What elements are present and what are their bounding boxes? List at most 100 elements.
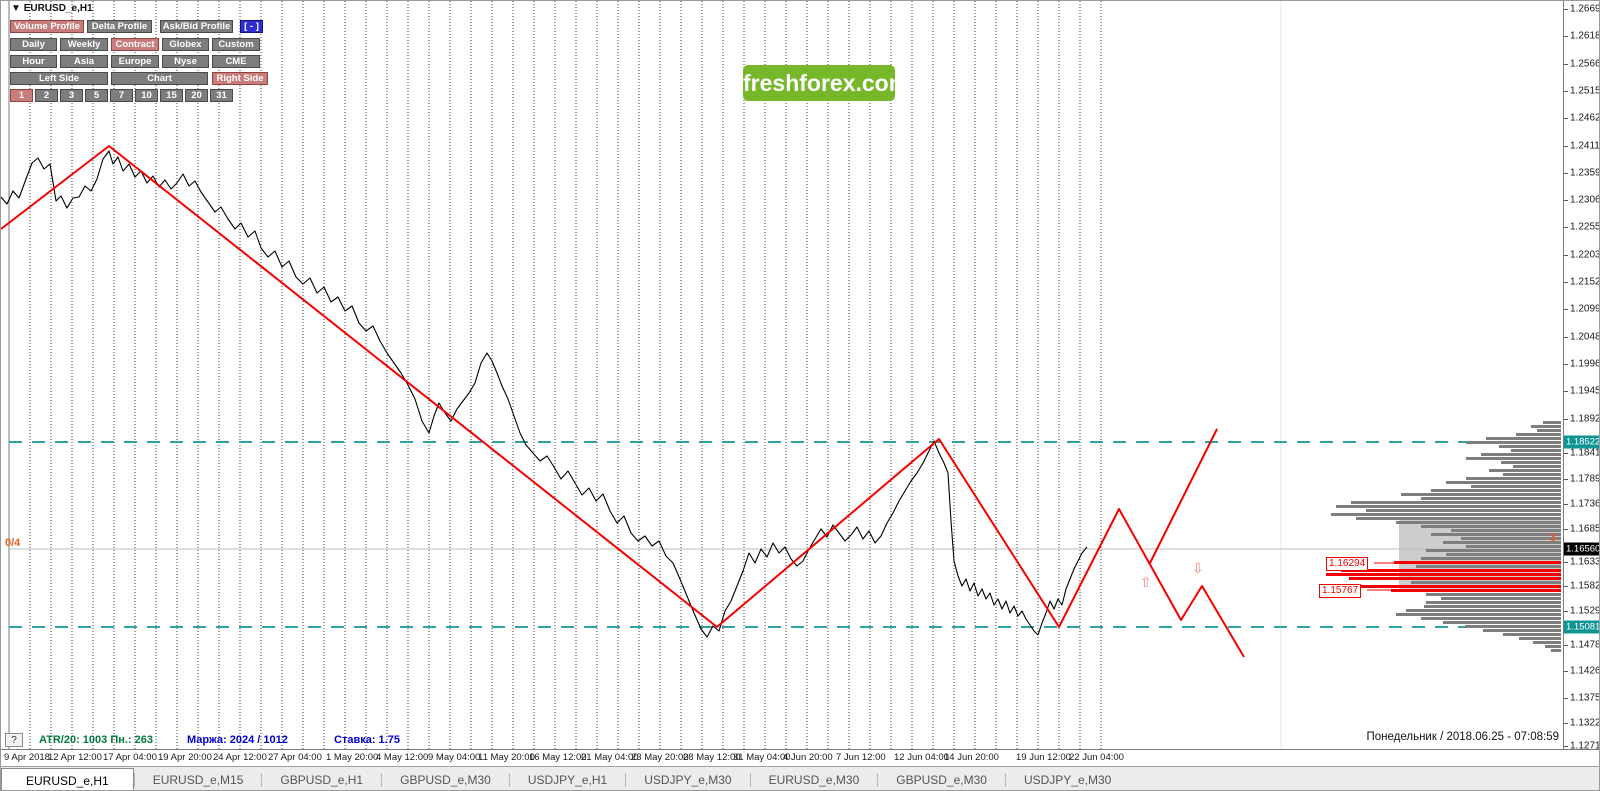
- volume-profile-bar: [1421, 497, 1561, 500]
- chart-canvas[interactable]: ▼ EURUSD_e,H1 Volume Profile Delta Profil…: [1, 1, 1599, 749]
- volume-profile-bar: [1356, 517, 1561, 520]
- volume-profile-bar: [1471, 485, 1561, 488]
- volume-profile-bar: [1466, 477, 1561, 480]
- time-axis-label: 28 May 12:00: [683, 752, 741, 763]
- volume-profile-bar: [1513, 465, 1561, 468]
- price-line-series: [1, 150, 1088, 638]
- volume-profile-bar: [1446, 553, 1561, 556]
- indicator-status-bar: ? ATR/20: 1003 Пн.: 263 Маржа: 2024 / 10…: [1, 733, 1599, 748]
- price-badge-1-16560: 1.16560: [1564, 542, 1600, 556]
- tab-separator: [508, 773, 510, 787]
- forecast-up-arrow-icon: ⇧: [1140, 574, 1152, 590]
- volume-profile-bar: [1431, 533, 1561, 536]
- panel-button-right-side[interactable]: Right Side: [212, 72, 268, 85]
- price-axis-label: 1.20995: [1570, 303, 1599, 315]
- panel-button-left-side[interactable]: Left Side: [10, 72, 108, 85]
- tab-eurusd-e-h1[interactable]: EURUSD_e,H1: [1, 768, 134, 790]
- tab-separator: [381, 773, 383, 787]
- time-axis-label: 9 May 04:00: [428, 752, 481, 763]
- panel-button-globex[interactable]: Globex: [162, 38, 209, 51]
- panel-button-cme[interactable]: CME: [212, 55, 260, 68]
- price-axis-tick: [1564, 419, 1568, 420]
- price-axis-label: 1.15295: [1570, 605, 1599, 617]
- price-axis-label: 1.13750: [1570, 692, 1599, 704]
- panel-button-10[interactable]: 10: [135, 89, 158, 102]
- panel-button-2[interactable]: 2: [35, 89, 58, 102]
- volume-profile-bar: [1421, 557, 1561, 560]
- panel-button-7[interactable]: 7: [110, 89, 133, 102]
- tab-usdjpy-e-h1[interactable]: USDJPY_e,H1: [527, 773, 608, 787]
- price-axis-label: 1.20485: [1570, 331, 1599, 343]
- panel-button-daily[interactable]: Daily: [10, 38, 57, 51]
- price-axis-label: 1.23065: [1570, 194, 1599, 206]
- panel-button-3[interactable]: 3: [60, 89, 83, 102]
- broker-watermark: freshforex.com: [743, 65, 909, 101]
- panel-button-hour[interactable]: Hour: [10, 55, 57, 68]
- price-axis-label: 1.19960: [1570, 358, 1599, 370]
- tab-gbpusd-e-m30[interactable]: GBPUSD_e,M30: [896, 773, 987, 787]
- price-axis-tick: [1564, 227, 1568, 228]
- volume-profile-bar: [1331, 513, 1561, 516]
- price-axis-tick: [1564, 698, 1568, 699]
- price-axis-label: 1.21520: [1570, 276, 1599, 288]
- panel-button-weekly[interactable]: Weekly: [60, 38, 108, 51]
- panel-button-5[interactable]: 5: [85, 89, 108, 102]
- panel-button-15[interactable]: 15: [160, 89, 183, 102]
- wave-count-label: 3: [1550, 532, 1557, 544]
- panel-button-asia[interactable]: Asia: [60, 55, 108, 68]
- tab-eurusd-e-m15[interactable]: EURUSD_e,M15: [152, 773, 244, 787]
- price-axis-label: 1.26185: [1570, 30, 1599, 42]
- price-axis-label: 1.22030: [1570, 249, 1599, 261]
- panel-button-1[interactable]: 1: [10, 89, 33, 102]
- price-axis-tick: [1564, 255, 1568, 256]
- tab-eurusd-e-m30[interactable]: EURUSD_e,M30: [768, 773, 860, 787]
- price-axis-tick: [1564, 36, 1568, 37]
- panel-button-[interactable]: [ - ]: [240, 20, 263, 33]
- volume-profile-bar: [1401, 493, 1561, 496]
- panel-button-ask-bid-profile[interactable]: Ask/Bid Profile: [160, 20, 233, 33]
- panel-button-20[interactable]: 20: [185, 89, 208, 102]
- panel-button-nyse[interactable]: Nyse: [162, 55, 209, 68]
- price-axis-label: 1.19450: [1570, 385, 1599, 397]
- panel-button-europe[interactable]: Europe: [111, 55, 159, 68]
- panel-button-delta-profile[interactable]: Delta Profile: [87, 20, 152, 33]
- time-axis-label: 7 Jun 12:00: [836, 752, 886, 763]
- volume-profile-bar: [1545, 645, 1561, 648]
- tab-gbpusd-e-h1[interactable]: GBPUSD_e,H1: [280, 773, 364, 787]
- panel-button-31[interactable]: 31: [210, 89, 233, 102]
- panel-button-contract[interactable]: Contract: [111, 38, 159, 51]
- time-axis[interactable]: 9 Apr 2018 12 Apr 12:00 17 Apr 04:00 19 Apr…: [1, 749, 1599, 767]
- price-axis-tick: [1564, 309, 1568, 310]
- volume-profile-bar: [1391, 589, 1561, 592]
- tab-gbpusd-e-m30[interactable]: GBPUSD_e,M30: [400, 773, 491, 787]
- price-axis-tick: [1564, 146, 1568, 147]
- chart-dropdown-icon[interactable]: ▼: [11, 3, 21, 14]
- volume-profile-bar: [1431, 489, 1561, 492]
- tab-usdjpy-e-m30[interactable]: USDJPY_e,M30: [1023, 773, 1112, 787]
- red-forecast-line: [1149, 428, 1218, 564]
- tab-usdjpy-e-m30[interactable]: USDJPY_e,M30: [644, 773, 732, 787]
- help-button[interactable]: ?: [5, 733, 23, 747]
- panel-button-chart[interactable]: Chart: [111, 72, 208, 85]
- price-axis-label: 1.25150: [1570, 85, 1599, 97]
- time-axis-label: 23 May 20:00: [631, 752, 689, 763]
- time-axis-label: 17 Apr 04:00: [103, 752, 157, 763]
- chart-tab-bar: EURUSD_e,H1 EURUSD_e,M15 GBPUSD_e,H1 GBPUSD…: [1, 766, 1599, 790]
- volume-profile-bar: [1451, 529, 1561, 532]
- price-axis-tick: [1564, 91, 1568, 92]
- price-axis-tick: [1564, 337, 1568, 338]
- tab-separator: [749, 773, 751, 787]
- volume-profile-bar: [1396, 521, 1561, 524]
- price-axis[interactable]: 1.26695 1.26185 1.25660 1.25150 1.24625 1.241…: [1563, 1, 1600, 752]
- volume-profile-bar: [1503, 633, 1561, 636]
- price-axis-tick: [1564, 479, 1568, 480]
- volume-profile-bar: [1533, 641, 1561, 644]
- rate-status-text: Ставка: 1.75: [334, 734, 400, 746]
- volume-profile-bar: [1421, 525, 1561, 528]
- panel-button-custom[interactable]: Custom: [212, 38, 260, 51]
- price-axis-label: 1.24115: [1570, 140, 1600, 152]
- price-axis-tick: [1564, 200, 1568, 201]
- panel-button-volume-profile[interactable]: Volume Profile: [10, 20, 84, 33]
- price-axis-label: 1.14260: [1570, 665, 1599, 677]
